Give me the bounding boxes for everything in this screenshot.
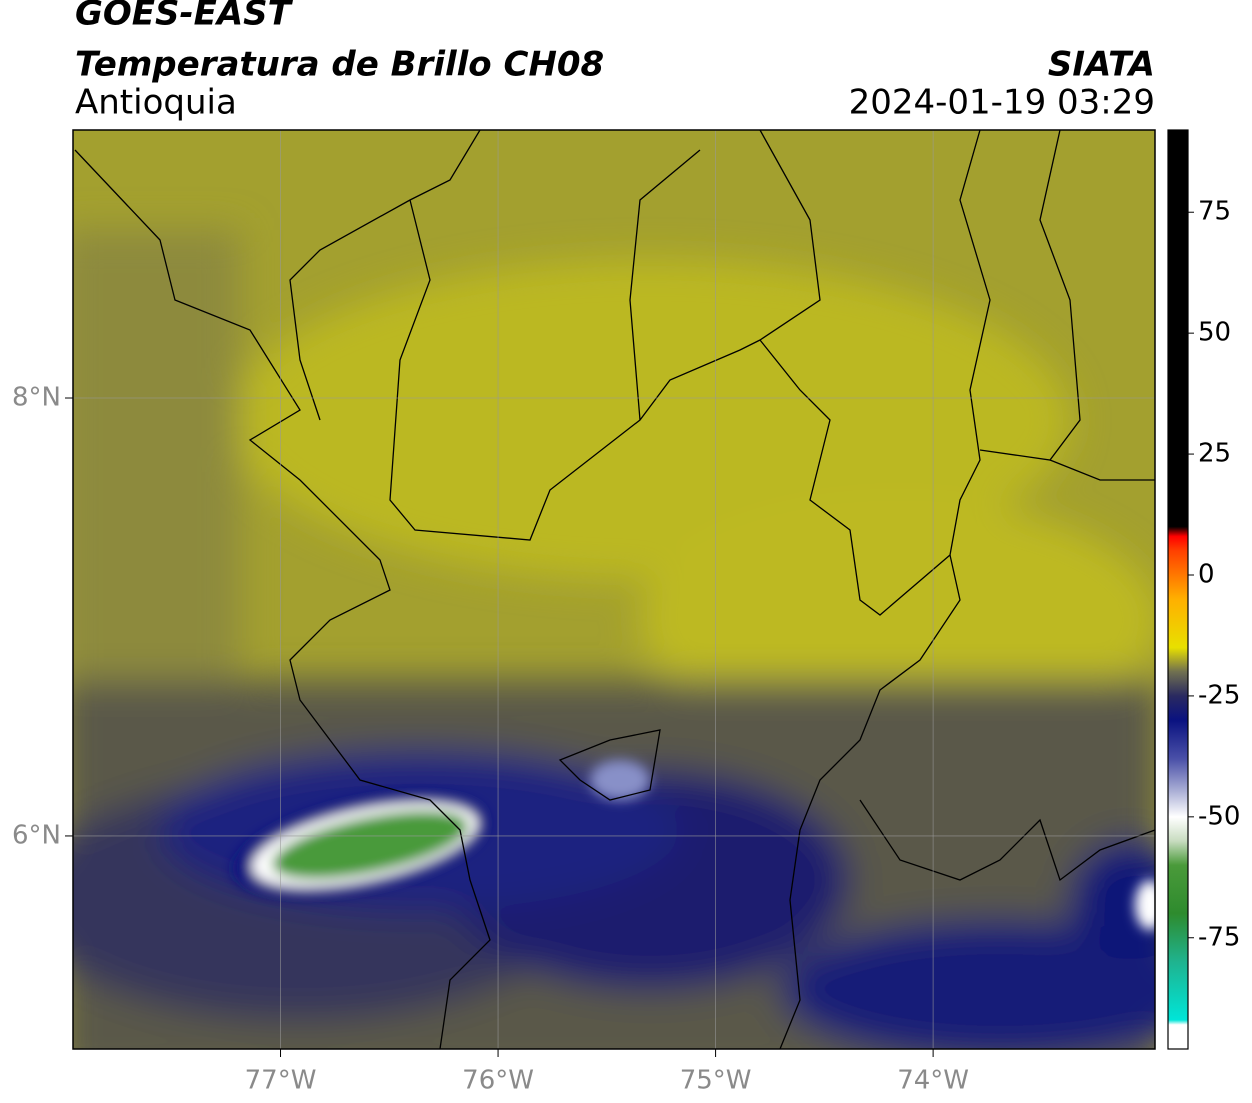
title: GOES-EAST [75, 0, 294, 34]
x-tick-label: 76°W [462, 1066, 534, 1096]
x-tick-label: 77°W [245, 1066, 317, 1096]
y-tick-label: 6°N [12, 820, 61, 850]
colorbar-tick-label: -75 [1198, 922, 1240, 952]
graticule [73, 130, 1155, 1049]
colorbar-tick-label: -50 [1198, 801, 1240, 831]
y-tick-label: 8°N [12, 383, 61, 413]
colorbar-tick-label: 75 [1198, 197, 1231, 227]
source: SIATA [1048, 45, 1155, 85]
satellite-image [73, 130, 1155, 1049]
colorbar-tick-label: 0 [1198, 559, 1215, 589]
colorbar-tick-label: 50 [1198, 318, 1231, 348]
x-tick-label: 74°W [897, 1066, 969, 1096]
x-tick-label: 75°W [680, 1066, 752, 1096]
colorbar [1167, 129, 1189, 1050]
map-frame [72, 129, 1156, 1050]
colorbar-tick-label: -25 [1198, 680, 1240, 710]
subtitle: Temperatura de Brillo CH08 [75, 45, 604, 85]
region: Antioquia [75, 83, 237, 123]
timestamp: 2024-01-19 03:29 [849, 83, 1155, 123]
colorbar-tick-label: 25 [1198, 439, 1231, 469]
